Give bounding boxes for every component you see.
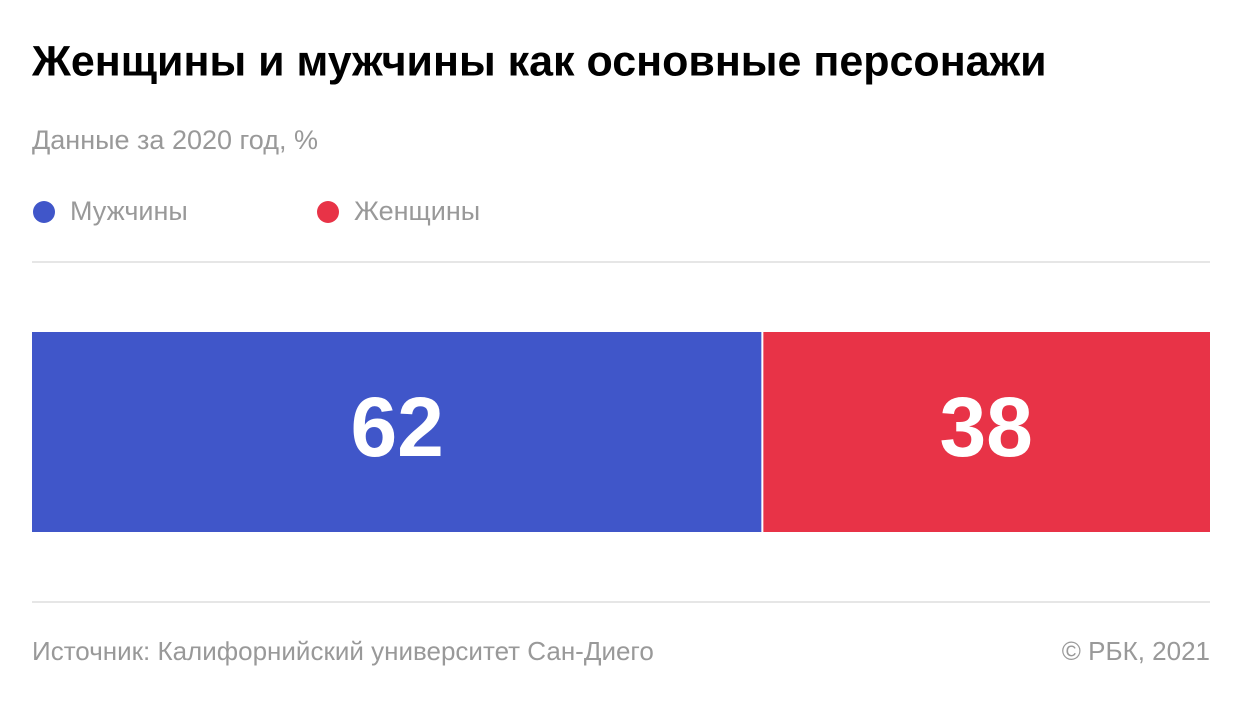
source: Источник: Калифорнийский университет Сан…	[32, 636, 654, 666]
bar-segment	[763, 332, 1210, 532]
bar-segment	[32, 332, 762, 532]
legend-marker	[33, 201, 55, 223]
legend-label: Мужчины	[70, 196, 188, 226]
legend-marker	[317, 201, 339, 223]
chart-subtitle: Данные за 2020 год, %	[32, 125, 318, 155]
credit: © РБК, 2021	[1062, 636, 1210, 666]
chart-title: Женщины и мужчины как основные персонажи	[31, 37, 1047, 85]
data-label: 62	[350, 380, 443, 474]
legend-label: Женщины	[354, 196, 480, 226]
data-label: 38	[939, 380, 1032, 474]
